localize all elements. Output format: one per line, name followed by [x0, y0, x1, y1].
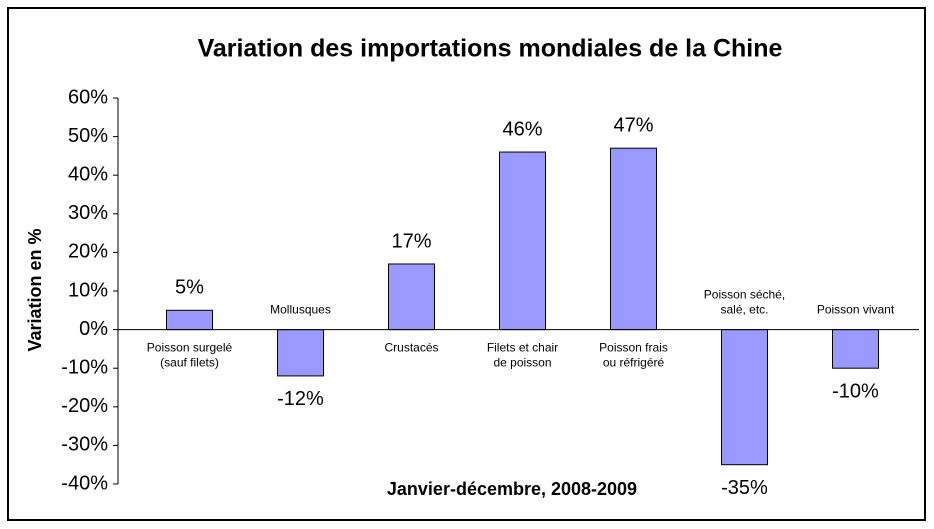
value-label: 17% — [391, 230, 431, 252]
y-axis-label: Variation en % — [25, 228, 45, 351]
bar — [721, 329, 768, 466]
value-label: 5% — [175, 277, 204, 299]
x-tick-label: Poisson vivant — [817, 303, 895, 317]
value-label: 46% — [502, 118, 542, 140]
value-label: 47% — [613, 114, 653, 136]
y-tick-label: 40% — [68, 163, 108, 185]
y-tick-label: -40% — [61, 472, 108, 494]
bar — [832, 329, 879, 369]
x-axis-label: Janvier-décembre, 2008-2009 — [387, 479, 637, 499]
x-tick-label: Poisson surgelé (sauf filets) — [147, 341, 233, 370]
value-label: -35% — [721, 477, 768, 499]
value-label: -10% — [832, 380, 879, 402]
x-tick-label: Poisson frais ou réfrigéré — [599, 341, 668, 370]
y-tick-label: 30% — [68, 202, 108, 224]
bar — [277, 329, 324, 377]
y-tick-label: 50% — [68, 125, 108, 147]
y-tick-label: 20% — [68, 241, 108, 263]
value-label: -12% — [277, 388, 324, 410]
bar — [610, 147, 657, 331]
x-tick-label: Filets et chair de poisson — [487, 341, 558, 370]
x-tick-label: Poisson séché, salé, etc. — [704, 288, 785, 317]
y-tick-label: -10% — [61, 356, 108, 378]
y-tick-label: 10% — [68, 279, 108, 301]
chart-title: Variation des importations mondiales de … — [198, 35, 783, 63]
y-tick-label: -20% — [61, 395, 108, 417]
bar — [499, 151, 546, 331]
chart-frame — [7, 7, 926, 521]
bar — [166, 309, 213, 331]
y-tick-label: 60% — [68, 86, 108, 108]
x-tick-label: Crustacés — [384, 341, 438, 355]
y-tick-label: 0% — [79, 318, 108, 340]
x-tick-label: Mollusques — [270, 303, 331, 317]
y-tick-label: -30% — [61, 434, 108, 456]
bar — [388, 263, 435, 331]
